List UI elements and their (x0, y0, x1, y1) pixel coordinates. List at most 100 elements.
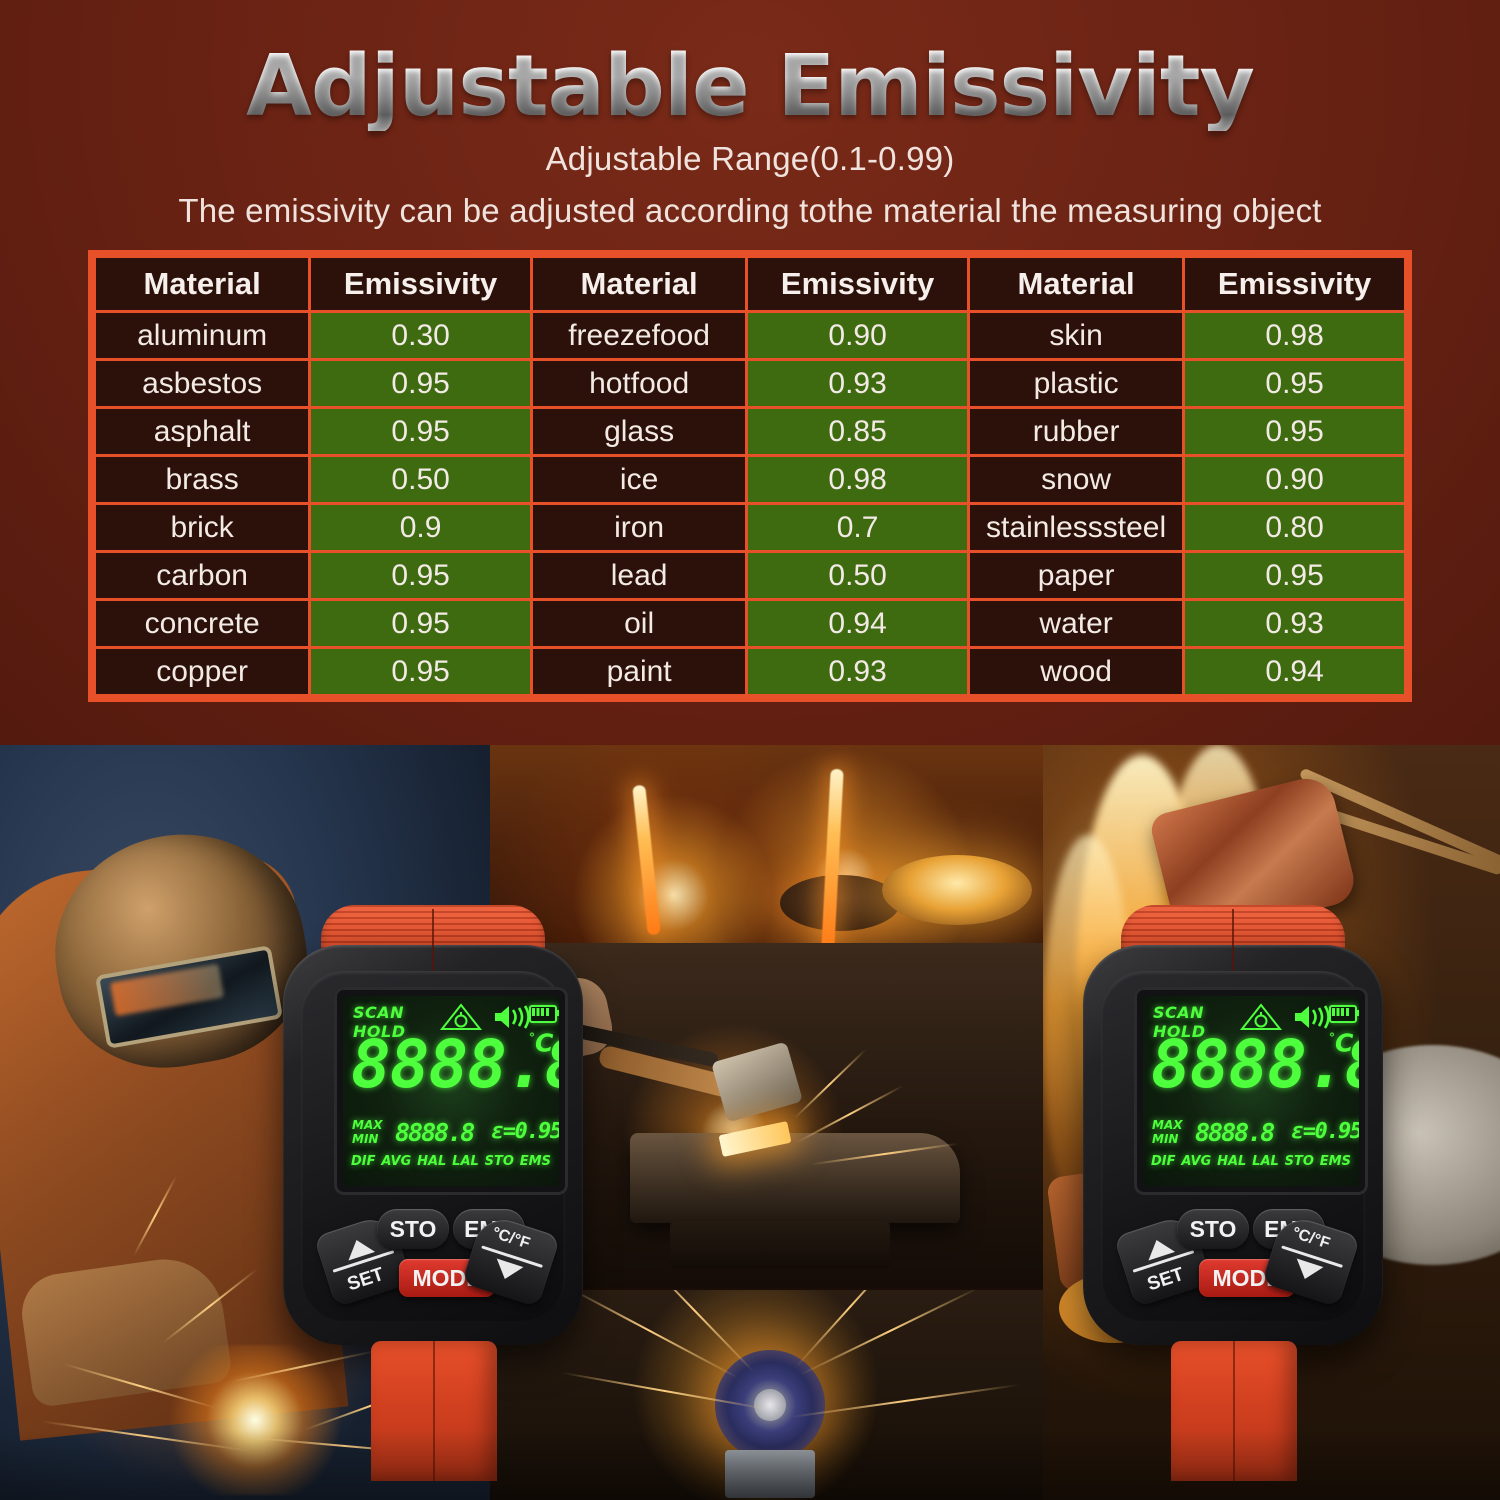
ladle (780, 875, 900, 931)
indicator-hal: HAL (1217, 1154, 1247, 1169)
indicator-avg: AVG (1181, 1154, 1212, 1169)
lcd-screen: SCAN HOLD (1143, 996, 1359, 1186)
main-temperature-reading: 8888.8 (351, 1026, 559, 1103)
device-body: SCAN HOLD (283, 945, 583, 1345)
down-arrow-icon (1291, 1258, 1324, 1284)
emissivity-cell: 0.50 (311, 457, 530, 502)
hold-label: HOLD (1153, 1022, 1206, 1041)
material-cell: stainlesssteel (969, 505, 1183, 550)
indicator-ems: EMS (1319, 1154, 1351, 1169)
degree-symbol: ° (1329, 1031, 1335, 1045)
spark (790, 1384, 1020, 1418)
main-temperature-reading: 8888.8 (1151, 1026, 1359, 1103)
emissivity-cell: 0.50 (748, 553, 967, 598)
scan-hold-indicator: SCAN HOLD (1153, 1003, 1205, 1041)
set-label: SET (1144, 1263, 1187, 1296)
indicator-ems: EMS (519, 1154, 551, 1169)
page-title: Adjustable Emissivity (0, 42, 1500, 132)
column-header-emissivity-2: Emissivity (748, 258, 967, 310)
emissivity-cell: 0.95 (1185, 553, 1404, 598)
weld-arc-flash (160, 1345, 350, 1495)
emissivity-cell: 0.9 (311, 505, 530, 550)
emissivity-cell: 0.95 (311, 409, 530, 454)
emissivity-cell: 0.30 (311, 313, 530, 358)
indicator-dif: DIF (1151, 1154, 1176, 1169)
material-cell: iron (532, 505, 746, 550)
secondary-reading: 8888.8 (395, 1118, 475, 1147)
set-label: SET (344, 1263, 387, 1296)
emissivity-cell: 0.90 (748, 313, 967, 358)
pour-stream (632, 784, 661, 936)
hammer-head (710, 1041, 804, 1123)
column-header-emissivity-1: Emissivity (311, 258, 530, 310)
indicator-lal: LAL (1252, 1154, 1279, 1169)
sto-button[interactable]: STO (377, 1209, 449, 1249)
material-cell: aluminum (96, 313, 309, 358)
material-cell: lead (532, 553, 746, 598)
material-cell: asphalt (96, 409, 309, 454)
laser-triangle-icon (439, 1003, 483, 1030)
scan-label: SCAN (1153, 1003, 1205, 1022)
lcd-bezel: SCAN HOLD (1134, 987, 1368, 1195)
emissivity-cell: 0.95 (311, 553, 530, 598)
emissivity-table: Material Emissivity Material Emissivity … (93, 255, 1407, 697)
device-faceplate: SCAN HOLD (1101, 971, 1368, 1321)
emissivity-cell: 0.94 (1185, 649, 1404, 694)
table-row: asbestos 0.95 hotfood 0.93 plastic 0.95 (96, 361, 1404, 406)
device-handle (1171, 1341, 1297, 1481)
material-cell: snow (969, 457, 1183, 502)
unit-letter: C (535, 1028, 554, 1058)
material-cell: asbestos (96, 361, 309, 406)
lcd-bezel: SCAN HOLD (334, 987, 568, 1195)
material-cell: hotfood (532, 361, 746, 406)
material-cell: carbon (96, 553, 309, 598)
material-cell: skin (969, 313, 1183, 358)
lcd-screen: SCAN HOLD (343, 996, 559, 1186)
anvil (630, 1133, 960, 1223)
emissivity-readout: ε=0.95 (1291, 1119, 1359, 1144)
header-description: The emissivity can be adjusted according… (178, 192, 1322, 229)
indicator-dif: DIF (351, 1154, 376, 1169)
column-header-material-1: Material (96, 258, 309, 310)
grinder-sparks-photo (490, 1290, 1045, 1500)
emissivity-cell: 0.93 (1185, 601, 1404, 646)
material-cell: oil (532, 601, 746, 646)
material-cell: wood (969, 649, 1183, 694)
speaker-icon (495, 1005, 530, 1029)
table-row: brick 0.9 iron 0.7 stainlesssteel 0.80 (96, 505, 1404, 550)
indicator-sto: STO (1284, 1154, 1314, 1169)
material-cell: concrete (96, 601, 309, 646)
device-faceplate: SCAN HOLD (301, 971, 568, 1321)
laser-triangle-icon (1239, 1003, 1283, 1030)
speaker-icon (1295, 1005, 1330, 1029)
sto-button[interactable]: STO (1177, 1209, 1249, 1249)
anvil-base (670, 1221, 890, 1269)
emissivity-cell: 0.95 (311, 649, 530, 694)
temperature-unit-indicator: °C (1329, 1026, 1353, 1055)
device-handle (371, 1341, 497, 1481)
device-button-panel: SET STO EMS MODE °C/°F (1113, 1209, 1361, 1315)
table-body: aluminum 0.30 freezefood 0.90 skin 0.98 asbest… (96, 313, 1404, 694)
material-cell: copper (96, 649, 309, 694)
unit-letter: C (1335, 1028, 1354, 1058)
table-row: carbon 0.95 lead 0.50 paper 0.95 (96, 553, 1404, 598)
material-cell: brass (96, 457, 309, 502)
emissivity-cell: 0.98 (748, 457, 967, 502)
header-banner: Adjustable Emissivity Adjustable Range(0… (0, 0, 1500, 745)
emissivity-cell: 0.98 (1185, 313, 1404, 358)
material-cell: freezefood (532, 313, 746, 358)
indicator-sto: STO (484, 1154, 514, 1169)
material-cell: plastic (969, 361, 1183, 406)
degree-symbol: ° (529, 1031, 535, 1045)
indicator-lal: LAL (452, 1154, 479, 1169)
max-label: MAX (352, 1118, 383, 1132)
indicator-avg: AVG (381, 1154, 412, 1169)
emissivity-cell: 0.95 (1185, 361, 1404, 406)
emissivity-cell: 0.7 (748, 505, 967, 550)
emissivity-cell: 0.95 (1185, 409, 1404, 454)
material-cell: rubber (969, 409, 1183, 454)
column-header-emissivity-3: Emissivity (1185, 258, 1404, 310)
header-subtitle: Adjustable Range(0.1-0.99) (545, 140, 955, 177)
photo-collage: SCAN HOLD (0, 745, 1500, 1500)
emissivity-cell: 0.93 (748, 649, 967, 694)
